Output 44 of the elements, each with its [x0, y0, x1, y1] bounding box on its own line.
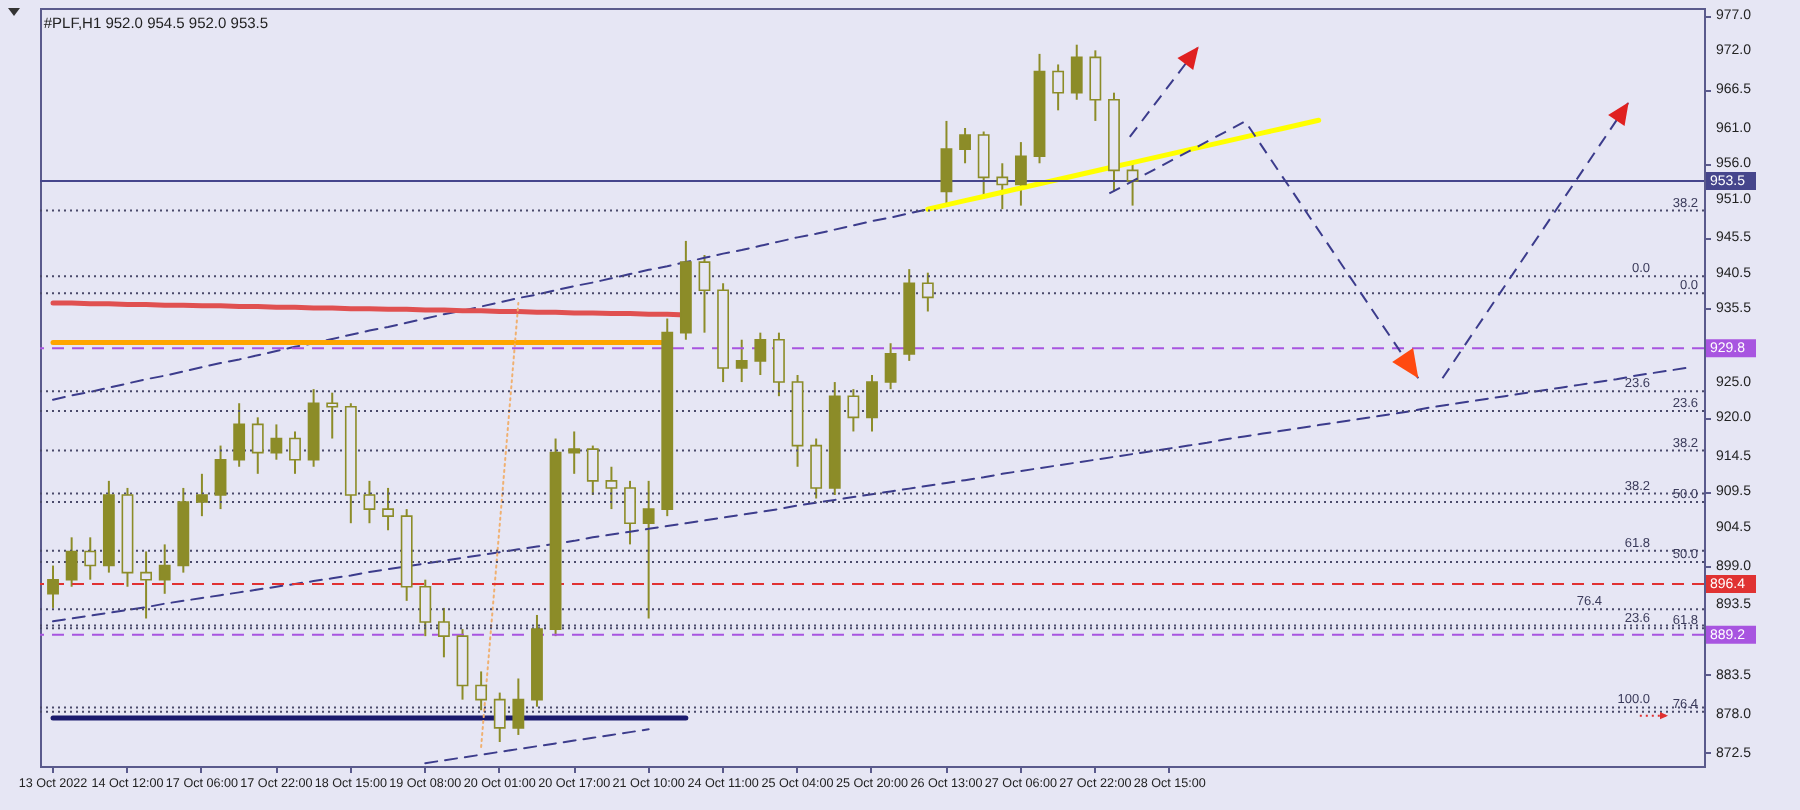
candlestick: [65, 536, 78, 588]
candlestick: [586, 444, 599, 496]
line-series: [52, 208, 929, 401]
candlestick: [233, 402, 246, 468]
candlestick: [289, 430, 301, 475]
candlestick: [568, 430, 581, 475]
candlestick: [1014, 141, 1027, 207]
candlestick: [866, 374, 878, 433]
candlestick: [140, 550, 153, 620]
candlestick: [437, 606, 450, 659]
candlestick: [158, 543, 171, 595]
candlestick: [996, 162, 1009, 211]
candlestick: [1052, 63, 1065, 112]
candlestick: [326, 391, 339, 440]
candlestick: [921, 271, 934, 313]
candlestick: [47, 564, 59, 609]
candlestick: [214, 444, 227, 511]
candlestick: [605, 465, 618, 511]
candlestick: [196, 472, 208, 518]
candlestick: [884, 342, 897, 391]
candlestick: [1089, 49, 1102, 122]
candlestick: [810, 437, 823, 500]
line-series: [424, 728, 650, 765]
candlestick: [493, 691, 506, 743]
candlestick: [940, 119, 953, 207]
candlestick: [1070, 43, 1083, 101]
candlestick: [642, 479, 655, 620]
candlestick: [977, 130, 990, 200]
candlestick: [847, 388, 860, 433]
candlestick: [512, 677, 525, 736]
candlestick: [735, 338, 748, 384]
candlestick: [959, 126, 971, 165]
candlestick: [419, 578, 432, 638]
candlestick: [754, 331, 767, 376]
candlestick: [382, 486, 394, 532]
candlestick: [624, 479, 636, 546]
candlestick: [475, 670, 488, 712]
candlestick: [270, 423, 283, 461]
candlestick: [84, 536, 97, 581]
candlestick: [698, 254, 711, 334]
candlestick: [773, 331, 785, 398]
candlestick: [251, 416, 264, 475]
line-series: [925, 117, 1322, 212]
candlestick: [363, 479, 376, 525]
